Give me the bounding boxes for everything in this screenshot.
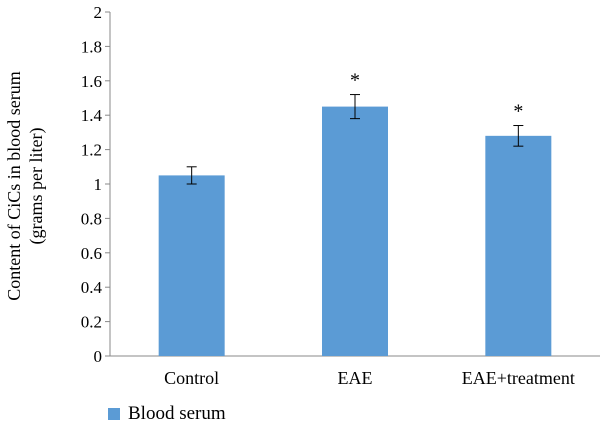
y-tick-label: 2	[94, 3, 103, 22]
y-tick-label: 1	[94, 175, 103, 194]
y-tick-label: 1.2	[81, 141, 102, 160]
x-tick-label: EAE+treatment	[462, 368, 575, 388]
legend: Blood serum	[108, 403, 226, 425]
significance-marker-2: *	[513, 101, 523, 123]
y-tick-label: 0.4	[81, 278, 103, 297]
legend-label: Blood serum	[128, 403, 226, 424]
y-tick-label: 1.6	[81, 72, 102, 91]
y-tick-label: 1.4	[81, 106, 103, 125]
x-tick-label: EAE	[338, 368, 373, 388]
y-tick-label: 0.2	[81, 313, 102, 332]
y-tick-label: 0.8	[81, 209, 102, 228]
y-tick-label: 0.6	[81, 244, 102, 263]
y-tick-label: 1.8	[81, 37, 102, 56]
y-axis-title-line1: Content of CiCs in blood serum	[4, 71, 24, 301]
legend-swatch	[108, 408, 120, 420]
bar-0	[158, 175, 225, 356]
y-tick-label: 0	[94, 347, 103, 366]
bar-2	[485, 135, 552, 356]
y-axis-title-line2: (grams per liter)	[26, 128, 47, 245]
bar-1	[322, 106, 388, 356]
significance-marker-1: *	[350, 70, 360, 92]
x-tick-label: Control	[164, 368, 219, 388]
